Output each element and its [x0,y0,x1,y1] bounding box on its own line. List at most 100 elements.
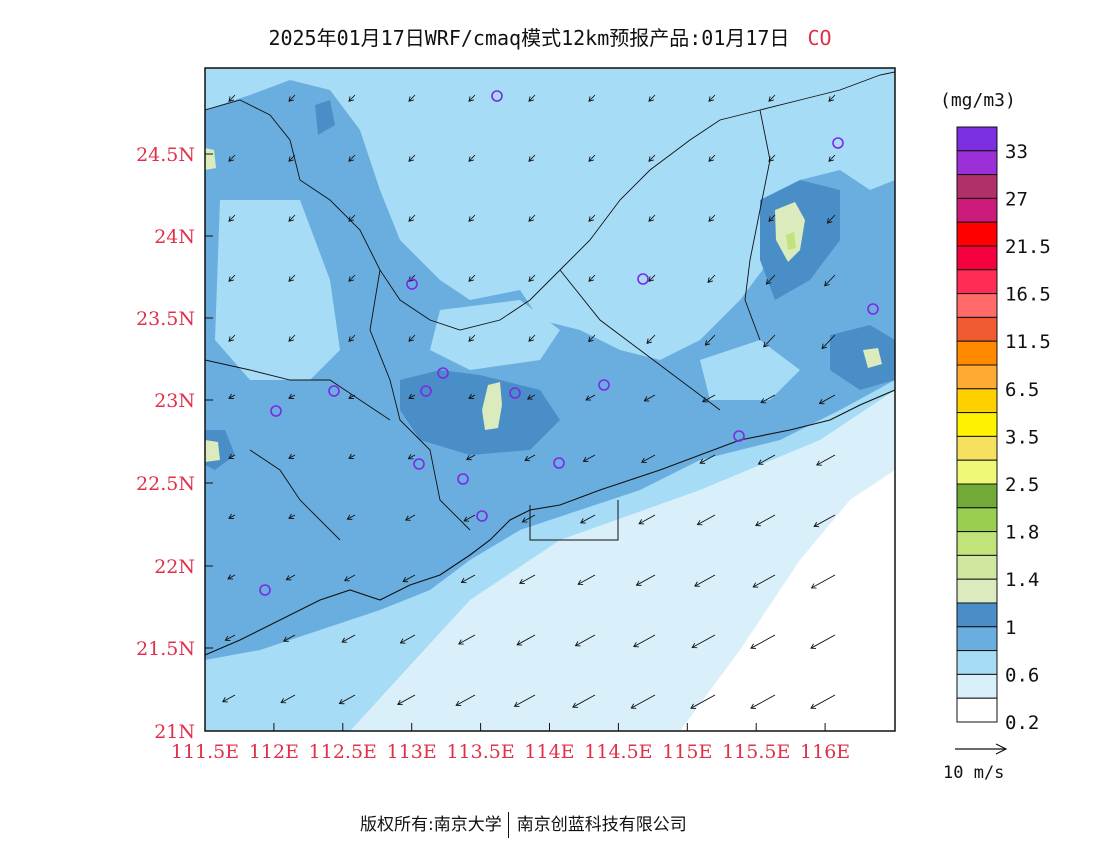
wind-vector [528,274,536,282]
lon-label: 115E [662,741,712,763]
wind-vector-head [707,277,713,283]
lat-label: 21.5N [136,638,195,660]
fill-pale-green-2 [482,382,502,430]
wind-vector-head [348,393,355,399]
colorbar-segment [956,388,998,414]
wind-vector [348,334,356,342]
boundary-4 [744,109,771,341]
colorbar-label: 6.5 [1005,379,1039,401]
wind-vector [519,574,536,584]
wind-vector-head [288,513,295,519]
wind-vector [630,694,656,709]
fill-light-patch-4 [700,340,800,400]
wind-vector-head [630,703,637,709]
wind-vector-head [228,336,234,342]
wind-vector [575,634,596,647]
wind-vector [527,394,536,400]
boundary-6 [249,449,341,541]
title-main: 2025年01月17日WRF/cmaq模式12km预报产品:01月17日 [268,26,790,50]
wind-vector-head [399,638,406,644]
wind-vector [528,94,536,102]
station-marker [637,273,649,285]
wind-vectors [221,94,836,709]
wind-vector-head [468,216,474,222]
footer-divider [507,812,509,838]
wind-vector [228,334,236,342]
boundary-3 [559,269,721,411]
wind-vector [827,214,836,224]
wind-vector [633,634,656,648]
wind-vector-head [407,454,414,460]
wind-vector [468,394,476,399]
wind-vector [577,574,596,585]
wind-vector-head [408,393,415,399]
wind-vector-head [588,96,594,102]
wind-vector [288,454,296,459]
colorbar-segment [956,150,998,176]
station-marker [476,510,488,522]
wind-vector [580,514,596,524]
colorbar-label: 0.2 [1005,712,1039,734]
wind-vector-head [641,457,647,463]
wind-vector [585,394,596,401]
wind-vector-head [828,96,834,102]
colorbar-segment [956,650,998,675]
colorbar-segment [956,435,998,461]
wind-vector-head [228,453,235,459]
colorbar-segment [956,578,998,604]
colorbar-segment [956,293,998,318]
station-marker [733,430,745,442]
wind-vector-head [813,521,820,528]
wind-vector-head [408,156,414,162]
wind-vector [400,634,416,644]
wind-vector-head [397,699,403,706]
wind-vector-head [588,216,594,222]
wind-vector-head [694,581,700,587]
wind-vector-head [588,336,594,343]
hk-box [529,500,619,541]
station-marker [406,278,418,290]
wind-vector-head [280,698,287,704]
wind-vector-head [468,156,474,162]
wind-vector [348,454,356,459]
fill-dark-3 [830,325,895,390]
wind-vector [341,634,356,643]
wind-vector [828,154,836,162]
wind-vector [755,514,776,526]
wind-vector [228,94,236,102]
lon-labels: 111.5E 112E 112.5E 113E 113.5E 114E 114.5E 115E… [171,741,850,763]
wind-vector-head [765,279,772,285]
wind-vector [641,454,656,463]
wind-vector [583,454,596,462]
wind-vector-head [643,396,650,402]
wind-vector-head [528,276,534,282]
colorbar-segment [956,483,998,509]
wind-vector [339,694,356,704]
wind-vector [768,214,776,222]
wind-vector [648,274,656,282]
wind-vector [691,634,716,648]
colorbar-segment [956,697,998,723]
wind-vector-head [528,216,534,222]
lon-label: 114E [524,741,574,763]
wind-vector [528,154,536,162]
wind-vector [225,634,236,641]
wind-vector-head [768,216,774,222]
wind-vector [283,634,296,642]
wind-vector [572,694,596,708]
wind-vector [821,334,836,349]
colorbar-segment [956,174,998,199]
wind-vector [750,694,776,709]
wind-vector [397,694,416,705]
wind-vector-head [228,156,234,162]
station-marker [553,457,565,469]
wind-vector [816,454,836,466]
wind-vector-head [708,156,714,162]
wind-vector-head [468,336,474,342]
station-marker [328,385,340,397]
wind-vector-head [768,156,774,162]
wind-vector-head [288,156,294,162]
colorbar-segment [956,554,998,580]
wind-vector-head [826,218,833,224]
colorbar-label: 27 [1005,188,1028,210]
